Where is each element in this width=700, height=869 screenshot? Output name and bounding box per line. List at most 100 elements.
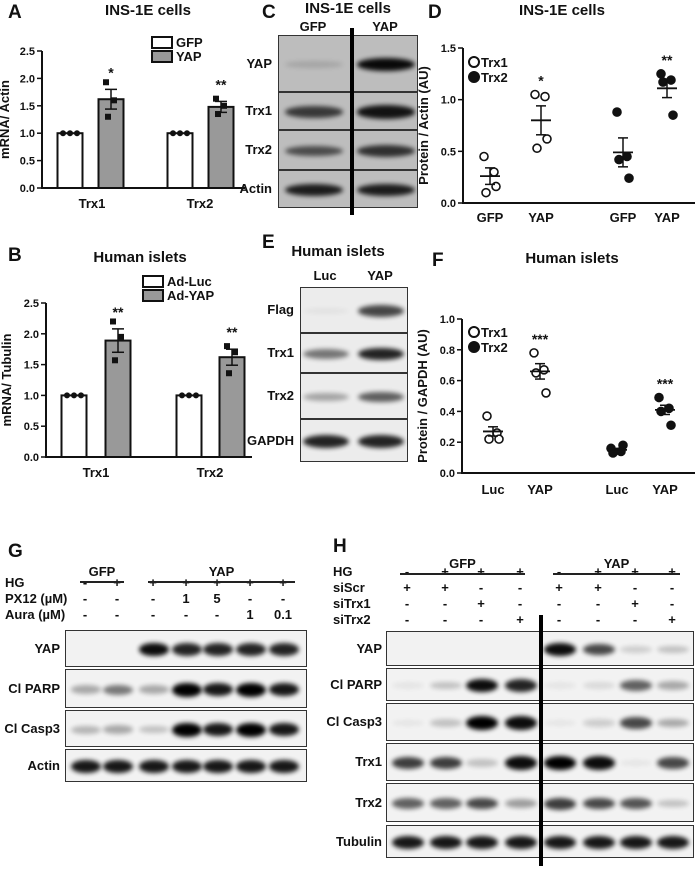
blot-h-condition-label: siTrx1 (333, 596, 371, 611)
chart-f-legend-label: Trx2 (481, 340, 508, 355)
protein-band (284, 106, 344, 118)
blot-g-group-label: GFP (88, 564, 116, 579)
chart-d-data-point (542, 134, 552, 144)
chart-d-data-point (479, 151, 489, 162)
chart-a-legend-label: YAP (176, 49, 202, 64)
chart-a-y-tick-label: 2.0 (20, 73, 35, 85)
chart-f-legend-marker (468, 326, 480, 338)
blot-h-condition-value: - (442, 612, 448, 627)
chart-a-data-point (213, 95, 219, 102)
protein-band (582, 682, 616, 689)
blot-g-condition-value: - (114, 607, 120, 622)
blot-e-lane-label: YAP (367, 268, 393, 283)
panel-f-title: Human islets (525, 250, 619, 267)
chart-f-x-tick-label: YAP (527, 482, 553, 497)
chart-a-data-point (67, 130, 73, 137)
protein-band (429, 757, 463, 769)
chart-d-legend-label: Trx2 (481, 70, 508, 85)
blot-h-condition-value: + (441, 564, 449, 579)
chart-b-y-tick-label: 0.0 (24, 452, 39, 464)
blot-g-row-cl-casp3 (65, 710, 307, 747)
chart-b-x-tick-label: Trx2 (197, 465, 224, 480)
chart-a-y-tick-label: 0.5 (20, 156, 35, 168)
blot-h-condition-value: - (669, 580, 675, 595)
chart-b-y-axis-label: mRNA/ Tubulin (0, 333, 14, 426)
chart-d-x-tick-label: GFP (610, 210, 637, 225)
blot-g-condition-label: Aura (µM) (5, 607, 66, 622)
blot-e-row-trx2 (300, 373, 408, 419)
chart-d-y-tick-label: 0.5 (441, 146, 456, 158)
protein-band (619, 680, 653, 691)
blot-h-condition-label: HG (333, 564, 353, 579)
protein-band (356, 145, 416, 157)
panel-e-title: Human islets (291, 243, 385, 260)
chart-d-data-point (612, 107, 622, 117)
chart-f-data-point (531, 368, 541, 378)
protein-band (656, 681, 690, 690)
chart-b-data-point (224, 343, 230, 350)
chart-b-data-point (232, 349, 238, 356)
chart-a-y-tick-label: 0.0 (20, 183, 35, 195)
protein-band (619, 645, 653, 654)
blot-g-row-label: Actin (27, 757, 61, 773)
protein-band (172, 682, 202, 697)
chart-b-significance: ** (227, 324, 238, 340)
blot-g-condition-value: - (247, 591, 253, 606)
blot-g-condition-label: PX12 (µM) (5, 591, 68, 606)
blot-h-condition-value: - (517, 580, 523, 595)
blot-h-condition-value: - (595, 612, 601, 627)
chart-d-data-point (656, 69, 666, 79)
chart-a-data-point (105, 113, 111, 120)
protein-band (504, 835, 538, 850)
chart-a-data-point (215, 111, 221, 118)
protein-band (465, 797, 499, 810)
blot-h-condition-value: + (403, 580, 411, 595)
blot-g-condition-value: + (213, 575, 221, 590)
blot-h-row-label: YAP (356, 640, 382, 656)
chart-f-significance: *** (532, 331, 549, 347)
protein-band (358, 347, 404, 361)
protein-band (656, 718, 690, 728)
chart-b-legend-label: Ad-YAP (167, 288, 215, 303)
blot-e-row-label: Trx2 (267, 388, 294, 403)
chart-f-y-axis-label: Protein / GAPDH (AU) (415, 329, 430, 463)
protein-band (358, 435, 404, 448)
blot-g-condition-value: + (113, 575, 121, 590)
blot-h-condition-value: + (516, 564, 524, 579)
protein-band (303, 435, 349, 448)
chart-f-y-tick-label: 0.8 (440, 345, 455, 357)
protein-band (619, 797, 653, 810)
chart-a-data-point (221, 102, 227, 109)
chart-a-significance: ** (216, 76, 227, 92)
protein-band (465, 835, 499, 850)
blot-c-row-label: Trx1 (245, 103, 272, 118)
protein-band (236, 722, 266, 737)
panel-d-title: INS-1E cells (519, 2, 605, 19)
chart-d-data-point (489, 167, 499, 177)
chart-b-data-point (78, 392, 84, 399)
blot-c-lane-label: GFP (299, 19, 327, 34)
protein-band (656, 757, 690, 769)
blot-h-condition-value: - (632, 580, 638, 595)
blot-h-condition-value: - (669, 596, 675, 611)
protein-band (429, 681, 463, 690)
blot-e-row-trx1 (300, 333, 408, 373)
blot-h-condition-value: + (594, 580, 602, 595)
protein-band (619, 717, 653, 729)
blot-g-condition-value: + (246, 575, 254, 590)
chart-a-legend-swatch (151, 36, 173, 49)
blot-g-condition-value: + (149, 575, 157, 590)
blot-c-lane-label: YAP (372, 19, 398, 34)
blot-g-row-cl-parp (65, 669, 307, 708)
panel-letter-e: E (262, 232, 275, 253)
chart-d-data-point (624, 173, 634, 183)
protein-band (103, 759, 133, 774)
protein-band (619, 759, 653, 767)
blot-h-group-line (400, 573, 525, 575)
chart-b-data-point (64, 392, 70, 399)
blot-g-condition-label: HG (5, 575, 25, 590)
protein-band (269, 682, 299, 697)
blot-h-condition-value: - (632, 612, 638, 627)
chart-d-data-point (532, 143, 542, 154)
panel-letter-c: C (262, 2, 276, 23)
